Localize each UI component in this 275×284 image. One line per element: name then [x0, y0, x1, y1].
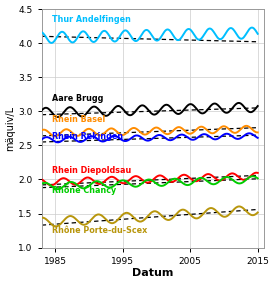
Text: Rhein Basel: Rhein Basel [52, 115, 105, 124]
Text: Rhein Diepoldsau: Rhein Diepoldsau [52, 166, 131, 175]
Text: Aare Brugg: Aare Brugg [52, 94, 103, 103]
Text: Thur Andelfingen: Thur Andelfingen [52, 15, 131, 24]
X-axis label: Datum: Datum [133, 268, 174, 278]
Text: Rhône Chancy: Rhône Chancy [52, 185, 116, 195]
Y-axis label: mäquiv/L: mäquiv/L [6, 106, 16, 151]
Text: Rhein Rekingen: Rhein Rekingen [52, 132, 123, 141]
Text: Rhône Porte-du-Scex: Rhône Porte-du-Scex [52, 226, 147, 235]
